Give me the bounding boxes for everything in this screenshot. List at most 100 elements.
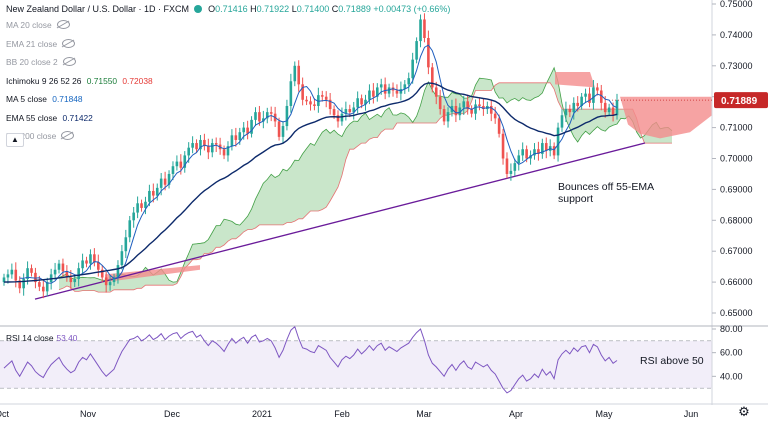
- rsi-line: [3, 325, 618, 394]
- candle-body: [258, 112, 261, 122]
- candle-body: [175, 161, 179, 167]
- candle-body: [6, 274, 10, 278]
- candle: [277, 117, 281, 141]
- candle-body: [45, 282, 49, 292]
- candle-body: [489, 105, 493, 114]
- candle-body: [407, 78, 411, 85]
- candle-body: [427, 37, 430, 68]
- last-price-badge: [714, 92, 768, 109]
- candle-body: [572, 102, 576, 113]
- eye-slash-icon[interactable]: [61, 131, 75, 140]
- candle-body: [376, 87, 379, 97]
- candle: [537, 141, 540, 161]
- candle: [93, 248, 96, 267]
- price-tick-label: 0.67000: [720, 246, 753, 256]
- last-price-label: 0.71889: [721, 96, 758, 107]
- rsi-tick-label: 80.00: [720, 324, 743, 334]
- candle-body: [108, 282, 112, 286]
- candle-body: [317, 95, 320, 106]
- candle-body: [372, 90, 375, 97]
- indicator-legend-item[interactable]: EMA 55 close 0.71422: [6, 113, 93, 123]
- candle: [222, 145, 226, 160]
- indicator-value: 0.71422: [60, 112, 93, 123]
- candle-body: [140, 203, 143, 208]
- candle-body: [431, 67, 434, 88]
- candle-body: [423, 19, 426, 38]
- candle: [230, 129, 234, 151]
- candle-body: [144, 201, 147, 208]
- candle: [505, 152, 509, 179]
- cloud-area-bullish: [59, 67, 672, 293]
- candle-body: [234, 135, 238, 140]
- candle-body: [387, 87, 391, 94]
- price-tick-label: 0.68000: [720, 215, 753, 225]
- moving-averages: [3, 44, 618, 284]
- time-tick-label: Feb: [334, 409, 350, 419]
- rsi-band: [0, 340, 712, 389]
- candle-body: [120, 251, 124, 266]
- candle-body: [403, 84, 407, 89]
- candle: [10, 263, 14, 279]
- candle: [427, 30, 430, 75]
- candle-body: [132, 212, 135, 221]
- candle-body: [356, 98, 359, 108]
- candle: [104, 271, 108, 293]
- high-value: 0.71922: [256, 4, 290, 14]
- candle: [289, 73, 293, 113]
- candle-body: [501, 133, 505, 159]
- symbol-title[interactable]: New Zealand Dollar / U.S. Dollar · 1D · …: [6, 4, 190, 14]
- candle: [493, 106, 497, 124]
- candle-body: [470, 109, 473, 114]
- eye-slash-icon[interactable]: [56, 20, 70, 29]
- candle-body: [179, 161, 183, 168]
- candle-body: [73, 279, 77, 283]
- cloud-area-bearish-3: [105, 265, 200, 283]
- candle-body: [2, 277, 6, 283]
- indicator-legend-item[interactable]: EMA 21 close: [6, 38, 76, 49]
- eye-slash-icon[interactable]: [62, 38, 76, 48]
- candle: [97, 254, 100, 277]
- candle-body: [478, 104, 481, 106]
- price-tick-label: 0.70000: [720, 154, 753, 164]
- candle: [489, 100, 493, 122]
- annotation-text-2: support: [558, 193, 593, 205]
- eye-slash-icon[interactable]: [62, 57, 76, 66]
- candle: [584, 88, 587, 103]
- candle: [53, 262, 57, 280]
- indicator-legend-item[interactable]: MA 5 close 0.71848: [6, 94, 83, 104]
- gear-icon[interactable]: ⚙: [738, 404, 750, 419]
- candle: [364, 94, 367, 111]
- high-label: H: [250, 4, 257, 14]
- price-tick-label: 0.69000: [720, 184, 753, 194]
- candle: [407, 72, 411, 92]
- candle-body: [14, 269, 18, 281]
- candle: [183, 151, 187, 173]
- candle: [324, 91, 328, 108]
- indicator-legend-item[interactable]: Ichimoku 9 26 52 26 0.71550 0.72038: [6, 76, 153, 86]
- candle: [191, 136, 194, 154]
- candle: [120, 245, 124, 270]
- indicator-legend-item[interactable]: BB 20 close 2: [6, 57, 76, 67]
- candle-body: [214, 143, 218, 145]
- candle: [320, 90, 324, 102]
- indicator-label: EMA 21 close: [6, 38, 58, 49]
- rsi-pane: [0, 325, 712, 394]
- cloud-area-bearish: [620, 96, 712, 139]
- candle-body: [250, 119, 253, 134]
- candle-body: [112, 277, 116, 283]
- candle: [203, 133, 206, 151]
- indicator-legend-item[interactable]: MA 20 close: [6, 20, 70, 30]
- candle-body: [340, 113, 344, 122]
- change-value: +0.00473 (+0.66%): [373, 4, 451, 14]
- indicator-legend-item[interactable]: MA 200 close: [6, 131, 75, 141]
- candle: [116, 260, 120, 284]
- candle-body: [238, 132, 242, 140]
- chevron-up-icon[interactable]: ▲: [6, 133, 24, 147]
- candle-body: [615, 100, 619, 116]
- rsi-label[interactable]: RSI 14 close: [6, 333, 54, 343]
- candle-body: [262, 118, 265, 122]
- candle-body: [128, 220, 132, 238]
- candle-body: [497, 118, 501, 134]
- candle-body: [281, 126, 285, 137]
